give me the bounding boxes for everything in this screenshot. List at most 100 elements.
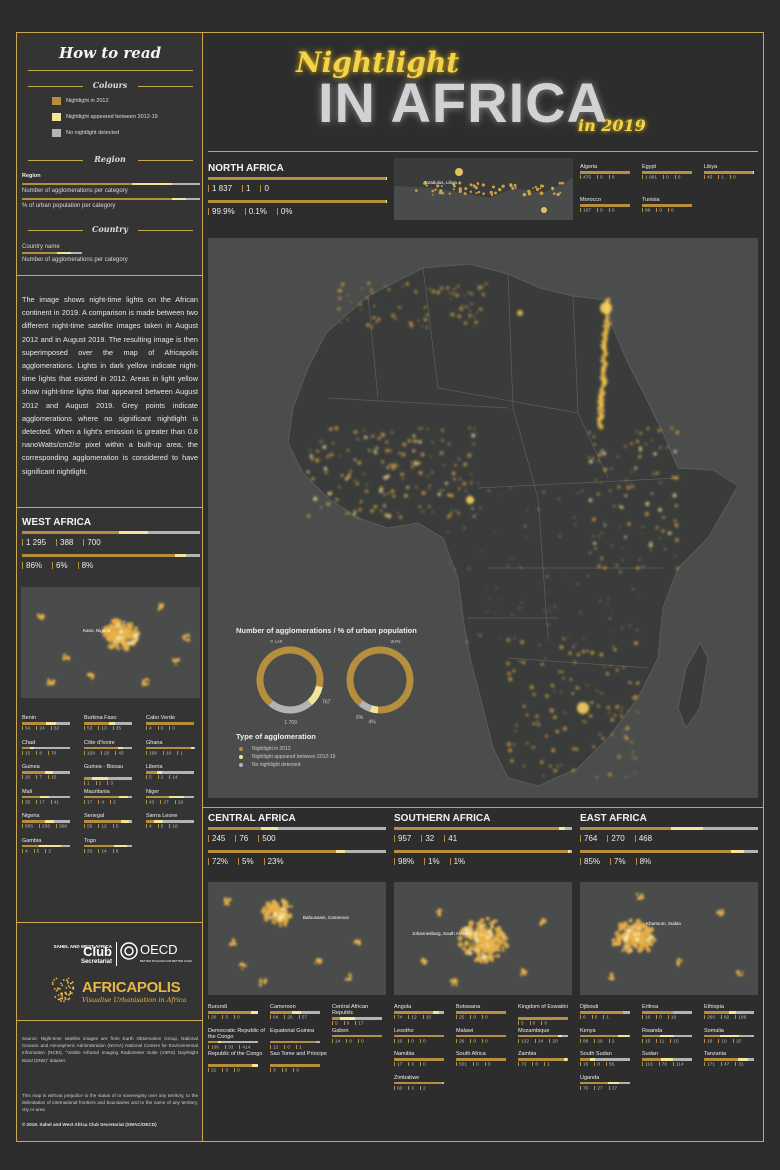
country-bar (217, 1040, 221, 1043)
country-name: Kenya (580, 1027, 596, 1034)
country-count: 5 (335, 1021, 338, 1027)
count-tick (293, 1068, 295, 1072)
count-tick (234, 1015, 236, 1019)
country-count: 0 (677, 175, 681, 181)
country-bar (22, 252, 82, 255)
count-value: 388 (60, 538, 74, 547)
country-count: 0 (659, 1015, 663, 1021)
country-bar (29, 746, 34, 749)
country-bar (622, 1011, 630, 1014)
country-bar (704, 1034, 720, 1037)
country-counts: 1 2 3 (84, 781, 113, 786)
country-bar (642, 171, 692, 174)
chart-title: Number of agglomerations / % of urban po… (236, 626, 417, 635)
country-count: 54 (25, 726, 31, 732)
region-counts: 764 270 468 (580, 834, 652, 843)
country-count: 17 (39, 799, 45, 805)
legend-label: Nightlight in 2012 (252, 746, 291, 752)
country-counts: 20 7 15 (22, 775, 56, 780)
country-count: 20 (552, 1038, 558, 1044)
pct-tick (52, 562, 54, 570)
country-counts: 16 0 10 (642, 1015, 676, 1020)
count-tick (98, 799, 100, 804)
country-counts: 116 70 114 (642, 1062, 684, 1067)
count-tick (281, 1068, 283, 1072)
region-pcts: 98% 1% 1% (394, 857, 465, 866)
country-name: Gambia (22, 837, 42, 844)
count-tick (704, 1038, 705, 1043)
divider (28, 160, 83, 161)
country-bar (661, 1058, 673, 1061)
country-bar (251, 1011, 258, 1014)
region-count-bar (702, 827, 758, 830)
country-name: Cameroon (270, 1004, 296, 1010)
region-pct-bar (394, 850, 569, 853)
count-tick (656, 208, 658, 212)
region-pct-bar (175, 554, 186, 557)
country-bar (518, 1058, 564, 1061)
country-name: Kingdom of Eswatini (518, 1004, 568, 1010)
pct-tick (394, 858, 395, 866)
country-bar (291, 1011, 301, 1014)
country-bar (720, 1034, 739, 1037)
count-tick (36, 775, 38, 779)
country-name: Angola (394, 1004, 412, 1010)
count-tick (343, 1021, 345, 1025)
country-counts: 6 0 1 (580, 1015, 609, 1020)
count-tick (580, 1062, 581, 1066)
country-counts: 5 9 17 (332, 1021, 364, 1026)
country-count: 10 (397, 1038, 403, 1044)
region-pct-bar (568, 850, 571, 853)
country-count: 0 (600, 175, 603, 181)
map-label-johannesburg: Johannesburg, South Africa (412, 931, 468, 936)
count-tick (50, 799, 52, 804)
region-row-2: % of urban population per category (22, 203, 116, 209)
country-count: 0 (611, 175, 615, 181)
country-row-1: Number of agglomerations per category (22, 257, 128, 263)
pct-value: 72% (212, 857, 229, 866)
donut-slice (358, 700, 372, 712)
country-count: 14 (172, 775, 178, 781)
count-tick (532, 1062, 534, 1066)
country-counts: 106 33 414 (208, 1044, 250, 1050)
country-count: 2 (423, 1085, 426, 1091)
count-tick (270, 1068, 271, 1072)
country-count: 0 (594, 1015, 598, 1021)
pct-value: 0.1% (248, 207, 267, 216)
divider (208, 151, 758, 152)
count-tick (36, 799, 38, 804)
pct-tick (208, 858, 209, 866)
nightlight-map-tarabulus (394, 158, 573, 213)
legend-dot (239, 763, 243, 767)
agglomeration-donut-charts: 5 118 767 1 709 90% 4% 6% (256, 640, 414, 726)
country-bar (736, 1011, 754, 1014)
count-tick (408, 1062, 410, 1066)
country-name: Republic of the Congo (208, 1051, 263, 1057)
region-pct-bar (185, 554, 200, 557)
count-tick (84, 750, 85, 755)
count-tick (603, 1015, 605, 1019)
country-bar (48, 795, 70, 798)
country-count: 2 (611, 1038, 615, 1044)
country-counts: 5 2 14 (146, 775, 178, 780)
country-count: 5 (521, 1021, 524, 1027)
count-tick (101, 750, 103, 755)
country-bar (580, 1058, 591, 1061)
donut-label: 5 118 (270, 640, 282, 644)
donut-label: 90% (390, 640, 401, 645)
country-bar (251, 1064, 258, 1067)
country-bar (22, 722, 46, 725)
pct-value: 23% (267, 857, 284, 866)
country-count: 0 (487, 1062, 491, 1068)
country-name: Gabon (332, 1027, 349, 1034)
country-counts: 10 0 0 (394, 1038, 426, 1044)
country-count: 1 (299, 1044, 302, 1050)
country-count: 70 (661, 1062, 667, 1068)
count-tick (470, 1015, 472, 1019)
legend-label: Nightlight in 2012 (66, 98, 109, 104)
country-counts: 35 17 41 (22, 799, 59, 805)
country-counts: 12 0 1 (270, 1044, 302, 1050)
map-label-tarabulus: Tarabulus, Libya (424, 180, 457, 185)
country-count: 171 (707, 1062, 716, 1068)
country-count: 10 (166, 750, 172, 756)
